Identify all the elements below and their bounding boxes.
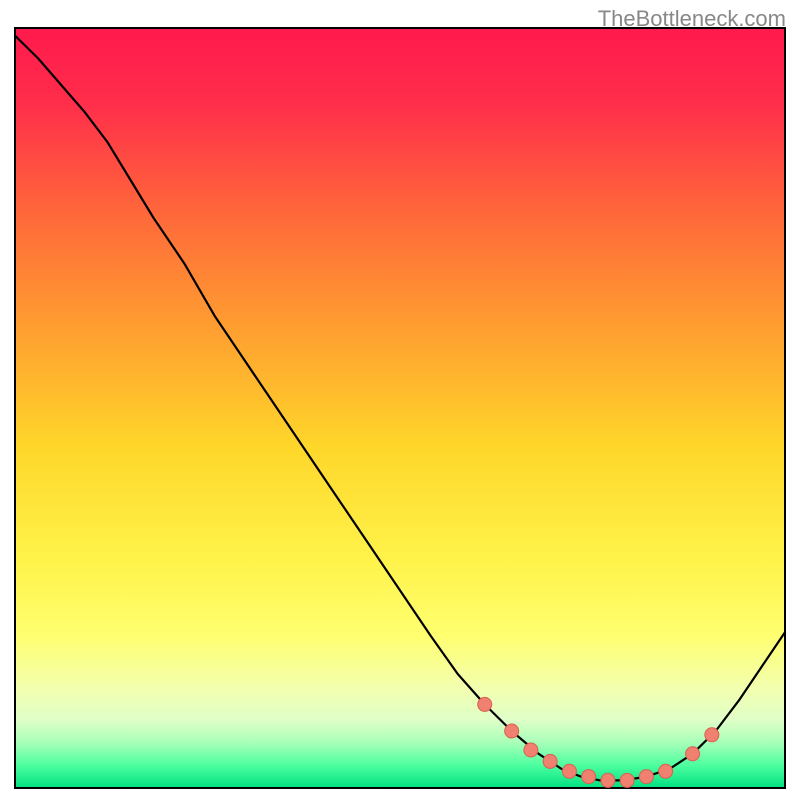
data-marker [686,747,700,761]
watermark-text: TheBottleneck.com [598,6,786,32]
data-marker [505,724,519,738]
data-marker [620,773,634,787]
data-marker [524,743,538,757]
data-marker [478,697,492,711]
data-marker [582,770,596,784]
chart-background [15,28,785,788]
data-marker [543,754,557,768]
data-marker [705,728,719,742]
data-marker [562,764,576,778]
data-marker [659,764,673,778]
chart-container: TheBottleneck.com [0,0,800,800]
data-marker [639,770,653,784]
data-marker [601,773,615,787]
bottleneck-chart [0,0,800,800]
